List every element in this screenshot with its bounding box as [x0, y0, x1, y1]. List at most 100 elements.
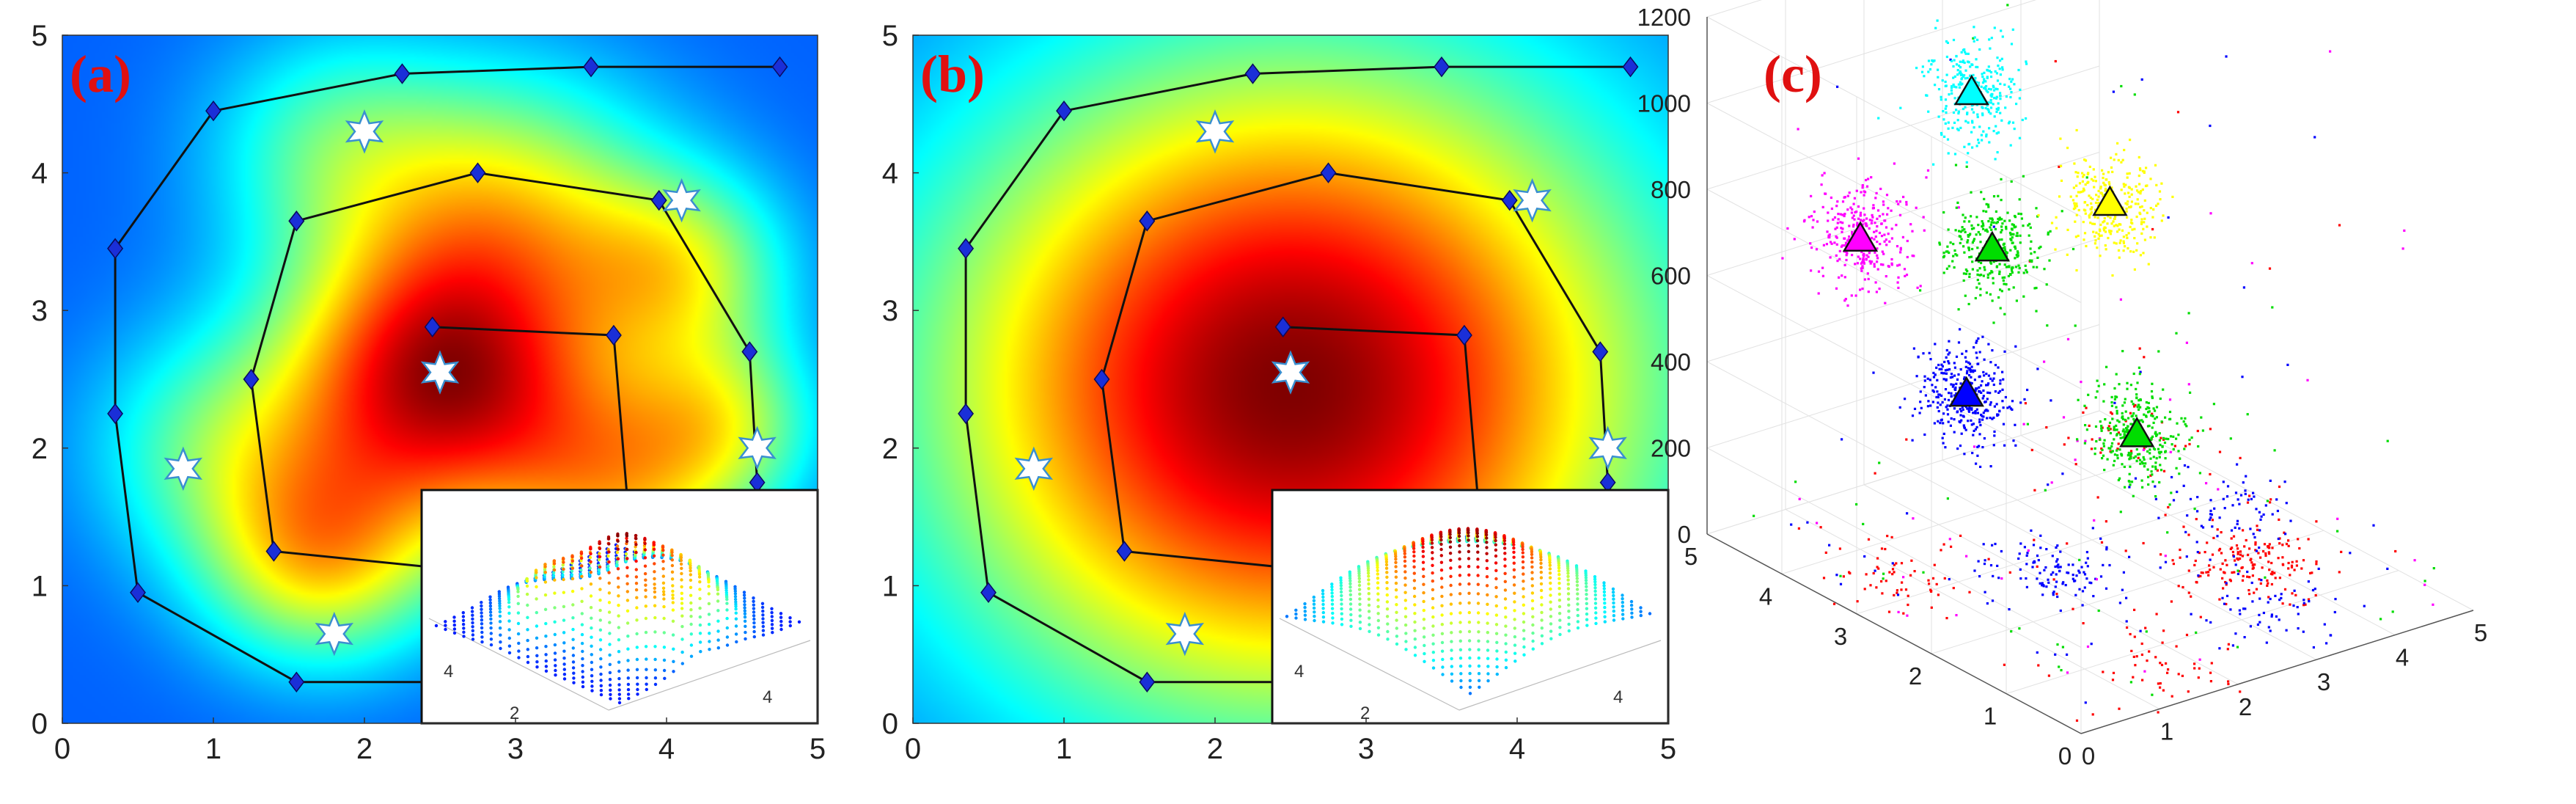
scatter-point — [2050, 399, 2052, 402]
scatter-point — [1931, 401, 1934, 403]
scatter-point — [2082, 622, 2085, 625]
scatter-point — [2003, 242, 2006, 245]
scatter-point — [2199, 574, 2202, 577]
scatter-point — [2127, 454, 2129, 457]
scatter-point — [2050, 481, 2053, 484]
scatter-point — [1817, 270, 1821, 273]
scatter-point — [1942, 378, 1945, 381]
surface-point — [570, 577, 575, 581]
scatter-point — [1942, 372, 1945, 375]
scatter-point — [1926, 405, 1929, 408]
scatter-point — [1963, 61, 1966, 65]
surface-point — [562, 604, 566, 609]
surface-point — [615, 550, 620, 555]
surface-point — [707, 585, 711, 588]
scatter-point — [2129, 412, 2132, 414]
scatter-point — [2133, 608, 2136, 611]
scatter-point — [1811, 226, 1814, 229]
surface-point — [1395, 618, 1398, 622]
scatter-point — [2002, 378, 2005, 381]
scatter-point — [1860, 267, 1863, 270]
scatter-point — [1838, 249, 1841, 252]
scatter-point — [1935, 395, 1938, 398]
scatter-point — [1810, 194, 1813, 197]
scatter-point — [2102, 194, 2105, 197]
scatter-point — [2074, 324, 2077, 327]
surface-point — [588, 566, 592, 570]
scatter-point — [2225, 563, 2228, 566]
scatter-point — [1860, 269, 1863, 272]
scatter-point — [2003, 276, 2006, 279]
scatter-point — [1999, 59, 2002, 62]
scatter-point — [2285, 629, 2288, 632]
surface-point — [743, 609, 746, 613]
scatter-point — [2041, 582, 2044, 585]
scatter-point — [2045, 548, 2048, 551]
scatter-point — [1949, 376, 1952, 379]
surface-point — [1376, 612, 1380, 615]
scatter-point — [2152, 421, 2155, 424]
scatter-point — [2094, 216, 2096, 219]
scatter-point — [1871, 207, 1874, 210]
scatter-point — [2029, 247, 2032, 250]
scatter-point — [2035, 310, 2038, 313]
scatter-point — [2188, 442, 2191, 446]
scatter-point — [2055, 546, 2058, 549]
surface-point — [1467, 591, 1471, 595]
surface-point — [553, 632, 557, 637]
scatter-point — [2066, 653, 2069, 656]
scatter-point — [1816, 220, 1819, 223]
scatter-point — [1962, 415, 1965, 418]
scatter-point — [2171, 559, 2174, 562]
scatter-point — [1905, 200, 1908, 204]
surface-point — [653, 682, 658, 687]
scatter-point — [1921, 65, 1924, 68]
waypoint-marker — [1592, 341, 1609, 362]
scatter-point — [1945, 356, 1948, 359]
scatter-point — [2112, 671, 2116, 674]
scatter-point — [1838, 547, 1841, 550]
scatter-point — [2256, 525, 2258, 527]
scatter-point — [1845, 254, 1848, 257]
scatter-point — [2130, 649, 2133, 652]
scatter-point — [2290, 566, 2294, 569]
scatter-point — [1940, 363, 1943, 366]
surface-point — [770, 618, 774, 623]
surface-point — [725, 602, 729, 605]
scatter-point — [2155, 183, 2158, 186]
scatter-point — [1948, 93, 1951, 96]
scatter-point — [1899, 106, 1902, 109]
surface-point — [680, 607, 684, 610]
surface-point — [597, 568, 601, 571]
scatter-point — [2115, 242, 2118, 245]
scatter-point — [2003, 246, 2006, 249]
scatter-point — [2072, 199, 2074, 202]
surface-point — [1485, 546, 1489, 549]
scatter-point — [2137, 403, 2140, 406]
scatter-point — [2138, 183, 2141, 186]
waypoint-marker — [1501, 189, 1518, 211]
scatter-point — [2127, 425, 2129, 428]
scatter-point — [2099, 223, 2102, 226]
scatter-point — [1888, 571, 1891, 574]
scatter-point — [2015, 299, 2018, 302]
scatter-point — [1962, 59, 1964, 62]
y-tick-label: 1 — [32, 570, 48, 602]
scatter-point — [2076, 438, 2079, 441]
scatter-point — [1955, 55, 1958, 58]
surface-point — [635, 632, 639, 636]
scatter-point — [1989, 361, 1992, 364]
scatter-point — [2033, 560, 2036, 564]
scatter-point — [2082, 190, 2085, 193]
surface-point — [1531, 647, 1535, 651]
surface-point — [1422, 591, 1425, 595]
scatter-point — [2197, 574, 2200, 577]
scatter-point — [2116, 412, 2118, 415]
scatter-point — [1953, 407, 1956, 410]
scatter-point — [2138, 458, 2142, 461]
surface-point — [570, 566, 575, 570]
scatter-point — [2273, 571, 2276, 574]
scatter-point — [1874, 235, 1877, 238]
scatter-point — [2009, 87, 2012, 90]
scatter-point — [1958, 86, 1961, 89]
